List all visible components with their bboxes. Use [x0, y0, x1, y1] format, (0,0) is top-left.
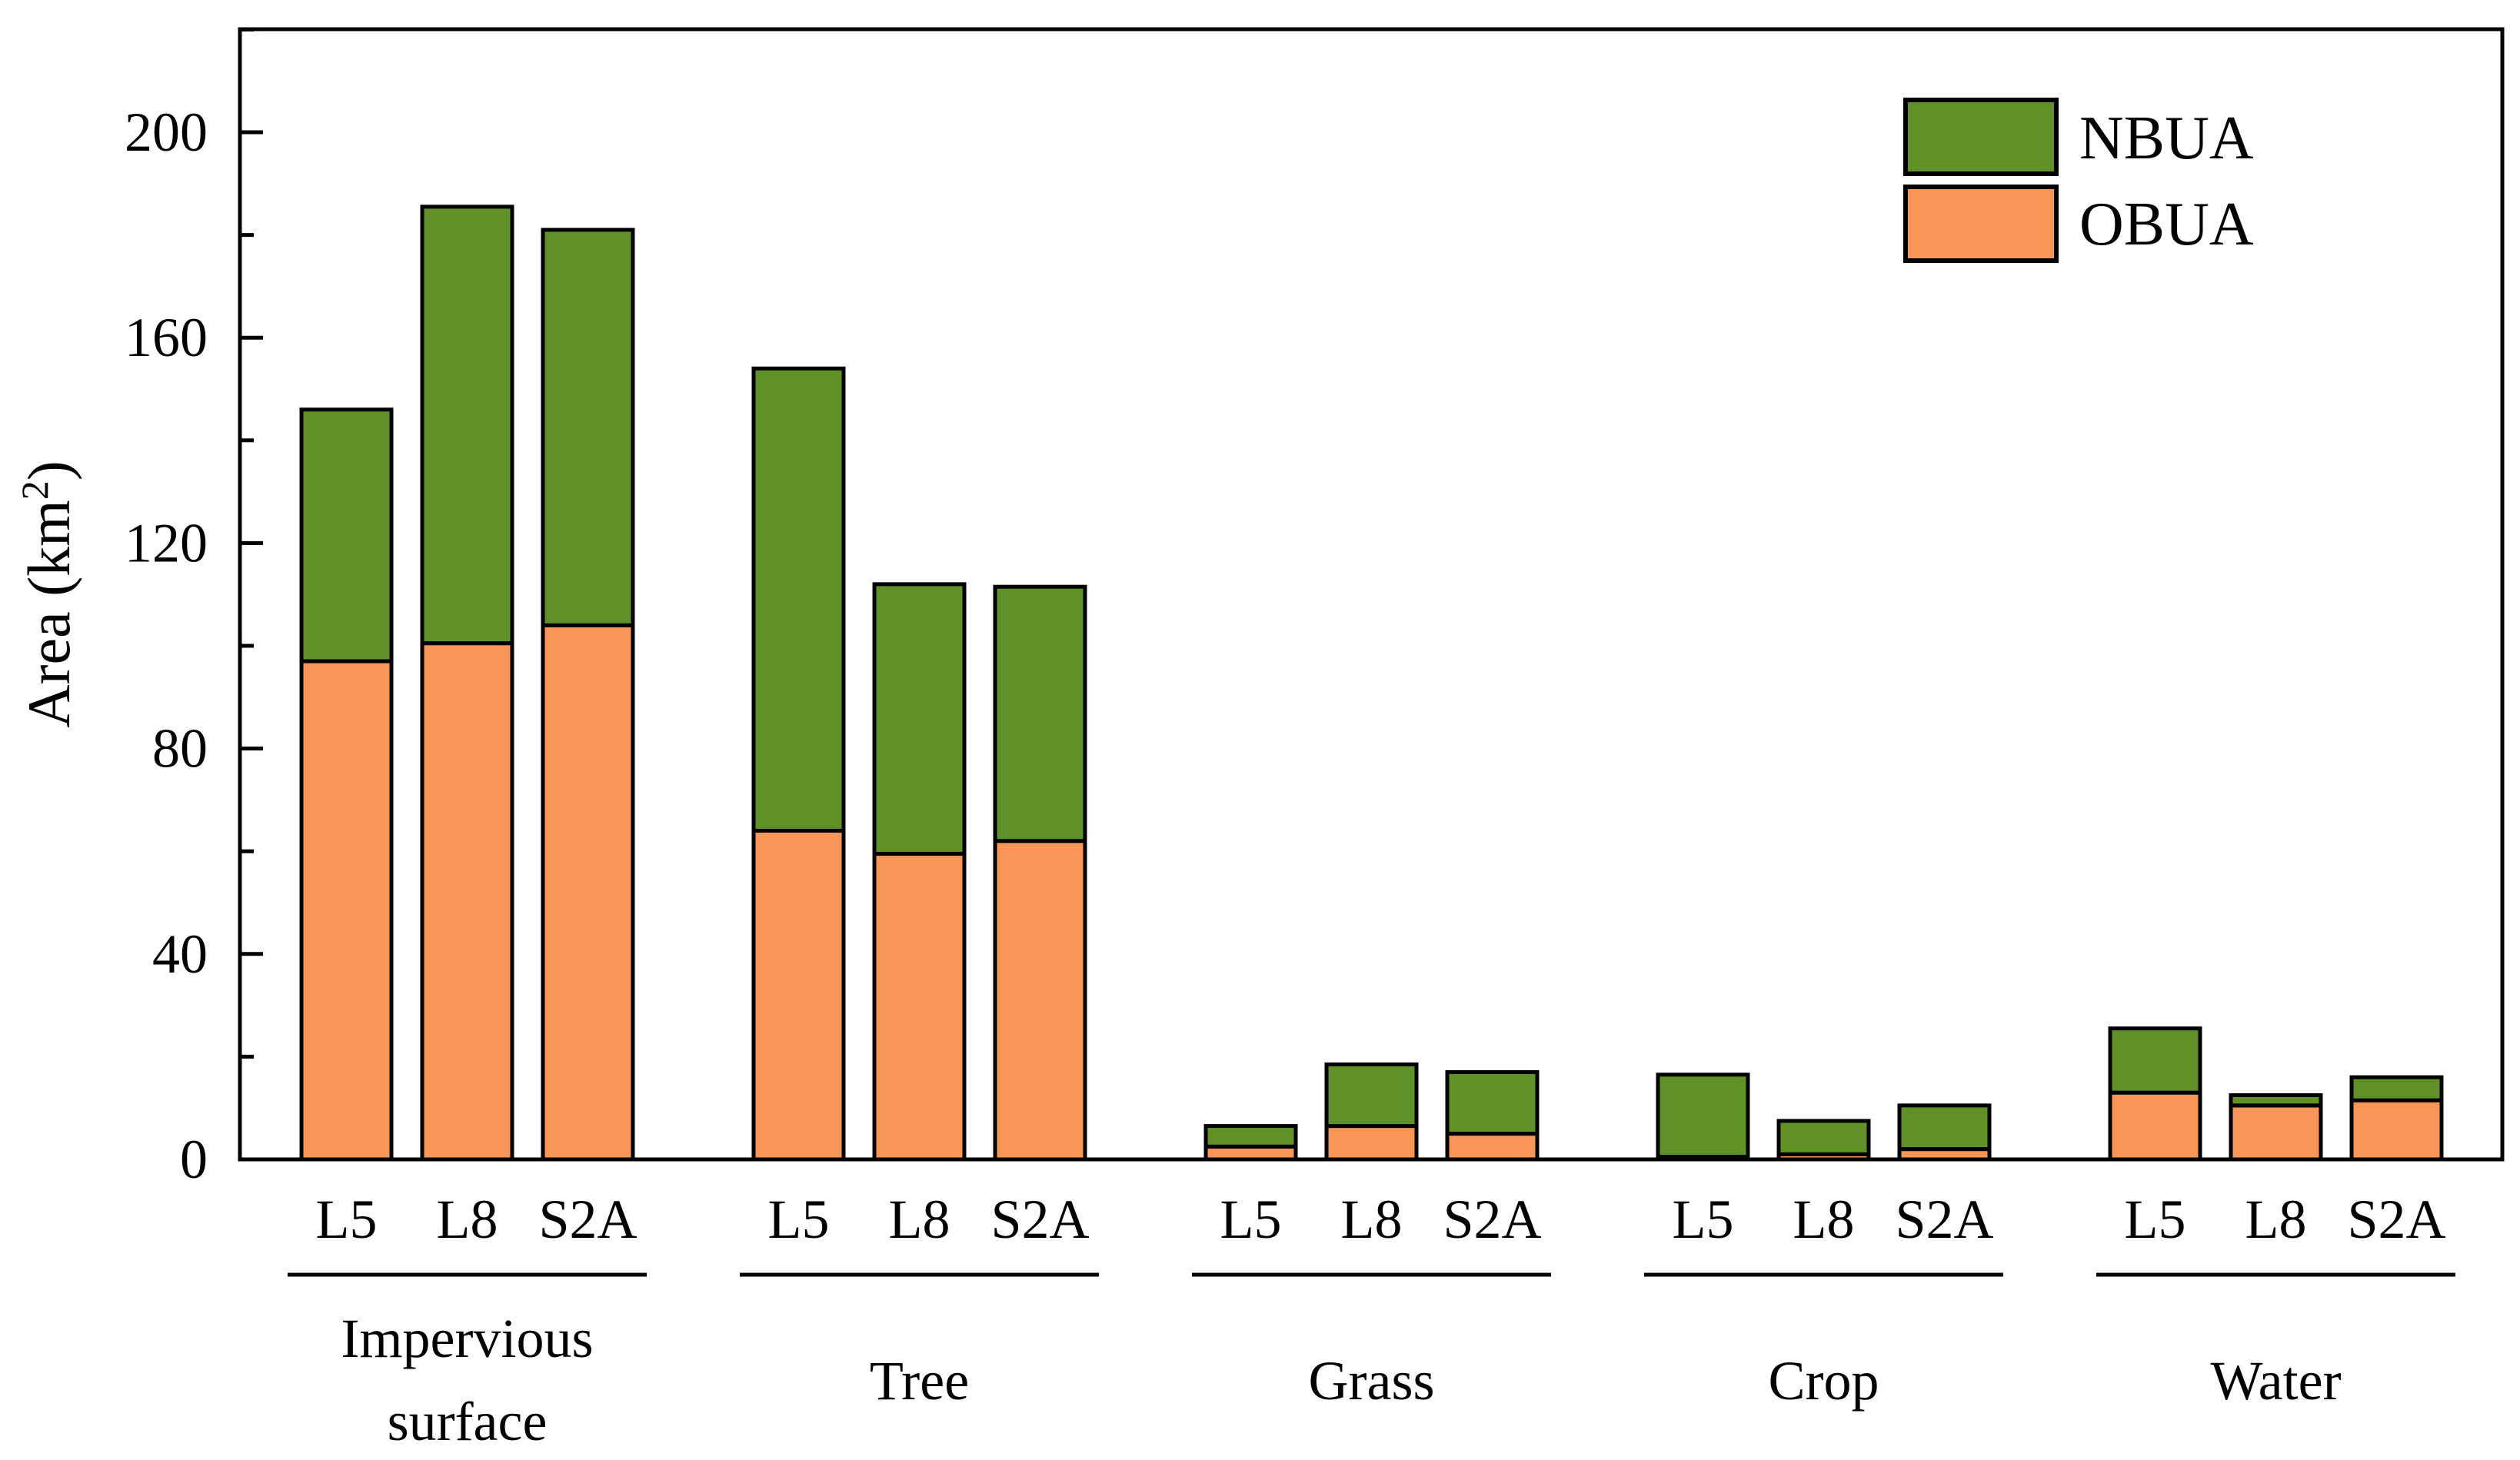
group-label: Grass [1309, 1350, 1435, 1412]
group-label: Impervious [341, 1308, 594, 1369]
y-tick-label: 80 [152, 718, 208, 780]
legend-swatch-obua [1903, 185, 2059, 263]
bar-nbua [1445, 1069, 1540, 1136]
y-tick-label: 0 [180, 1129, 208, 1190]
bar-nbua [2349, 1075, 2444, 1102]
y-tick-label: 160 [125, 307, 208, 368]
bar-obua [1203, 1144, 1298, 1162]
bar-obua [993, 839, 1087, 1162]
bar-category-label: L8 [1793, 1189, 1855, 1250]
bar-category-label: L8 [2245, 1189, 2307, 1250]
bar-category-label: L5 [768, 1189, 830, 1250]
y-axis-title-superscript: 2 [13, 481, 56, 500]
bar-nbua [2108, 1026, 2202, 1095]
bar-obua [2108, 1090, 2202, 1162]
bars-layer [299, 205, 2444, 1162]
bar-nbua [1776, 1119, 1871, 1156]
bar-category-label: L8 [889, 1189, 950, 1250]
y-axis-title: Area (km2) [13, 461, 82, 728]
bar-obua [2349, 1098, 2444, 1162]
group-label: Water [2210, 1350, 2341, 1412]
legend-label-nbua: NBUA [2079, 105, 2254, 172]
y-axis: 0 40 80 120 160 200 [125, 27, 263, 1190]
bar-nbua [420, 205, 514, 646]
y-tick-label: 200 [125, 101, 208, 163]
bar-obua [299, 659, 394, 1162]
y-tick-label: 40 [152, 923, 208, 985]
x-axis-labels: L5 L8 S2A Impervious surface L5 L8 S2A Tree L5 L8 S… [288, 1189, 2455, 1452]
bar-obua [872, 852, 967, 1162]
bar-nbua [993, 584, 1087, 843]
bar-nbua [1324, 1062, 1419, 1129]
bar-category-label: L5 [1673, 1189, 1734, 1250]
bar-obua [1324, 1124, 1419, 1162]
bar-obua [541, 623, 635, 1162]
bar-category-label: L8 [437, 1189, 498, 1250]
bar-nbua [1897, 1103, 1992, 1152]
bar-obua [420, 641, 514, 1162]
bar-nbua [541, 228, 635, 627]
bar-obua [751, 828, 846, 1162]
bar-category-label: S2A [2347, 1189, 2445, 1250]
group-label: surface [388, 1391, 548, 1452]
bar-nbua [872, 582, 967, 856]
bar-nbua [1656, 1073, 1750, 1159]
y-tick-label: 120 [125, 512, 208, 574]
bar-category-label: L5 [1220, 1189, 1282, 1250]
bar-category-label: S2A [1895, 1189, 1993, 1250]
bar-category-label: S2A [990, 1189, 1089, 1250]
bar-nbua [1203, 1124, 1298, 1149]
group-label: Crop [1769, 1350, 1879, 1412]
legend: NBUA OBUA [1903, 98, 2254, 263]
bar-obua [2229, 1103, 2323, 1162]
bar-category-label: L5 [316, 1189, 378, 1250]
bar-nbua [751, 366, 846, 833]
bar-category-label: S2A [538, 1189, 637, 1250]
bar-nbua [2229, 1093, 2323, 1108]
bar-category-label: L5 [2125, 1189, 2186, 1250]
bar-nbua [299, 407, 394, 663]
bar-category-label: L8 [1341, 1189, 1403, 1250]
bar-obua [1445, 1132, 1540, 1162]
legend-label-obua: OBUA [2079, 191, 2254, 258]
bar-category-label: S2A [1443, 1189, 1541, 1250]
legend-swatch-nbua [1903, 98, 2059, 176]
group-label: Tree [870, 1350, 969, 1412]
